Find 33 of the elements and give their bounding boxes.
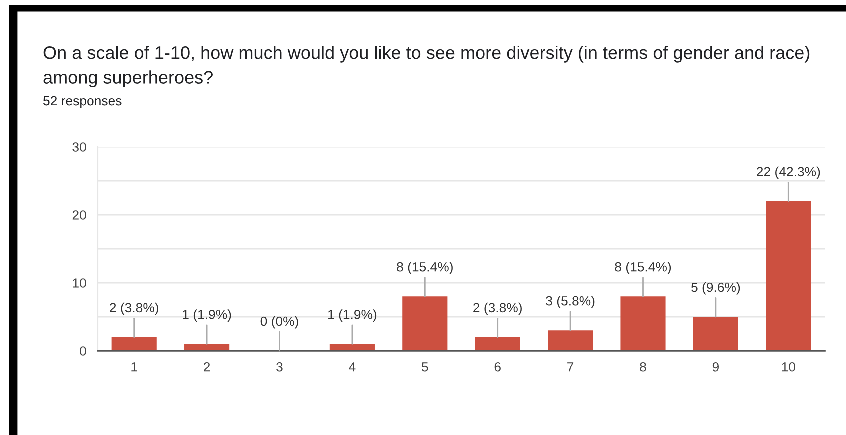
data-label: 8 (15.4%) <box>615 262 672 274</box>
x-tick-label: 4 <box>349 362 356 372</box>
data-label: 2 (3.8%) <box>474 302 522 316</box>
data-label: 22 (42.3%) <box>757 166 820 180</box>
bar <box>620 296 666 351</box>
bar <box>475 337 520 351</box>
bar <box>693 317 738 351</box>
x-tick-label: 10 <box>782 362 796 372</box>
data-label: 0 (0%) <box>260 316 298 329</box>
x-tick-label: 6 <box>494 362 501 372</box>
chart-title: On a scale of 1-10, how much would you like to see more diversity (in terms of gender and race) among superheroes? <box>44 46 810 88</box>
data-label: 1 (1.9%) <box>328 310 377 322</box>
data-label: 1 (1.9%) <box>183 310 232 322</box>
y-tick-label: 30 <box>72 142 86 152</box>
chart-subtitle: 52 responses <box>44 96 122 108</box>
x-tick-label: 9 <box>712 362 719 372</box>
data-label: 5 (9.6%) <box>692 282 740 295</box>
x-tick-label: 1 <box>132 362 138 372</box>
x-tick-label: 2 <box>204 362 210 372</box>
bar <box>766 201 812 351</box>
y-tick-label: 0 <box>80 346 86 356</box>
x-tick-label: 3 <box>276 362 283 372</box>
data-label: 3 (5.8%) <box>546 296 595 308</box>
data-label: 2 (3.8%) <box>110 302 158 316</box>
x-tick-label: 8 <box>640 362 646 372</box>
x-tick-label: 7 <box>568 362 574 372</box>
bar <box>402 296 448 351</box>
data-label: 8 (15.4%) <box>397 262 453 274</box>
bar <box>112 337 157 351</box>
y-tick-label: 10 <box>73 278 86 288</box>
y-tick-label: 20 <box>72 210 86 220</box>
bar <box>548 330 594 351</box>
x-tick-label: 5 <box>422 362 428 372</box>
